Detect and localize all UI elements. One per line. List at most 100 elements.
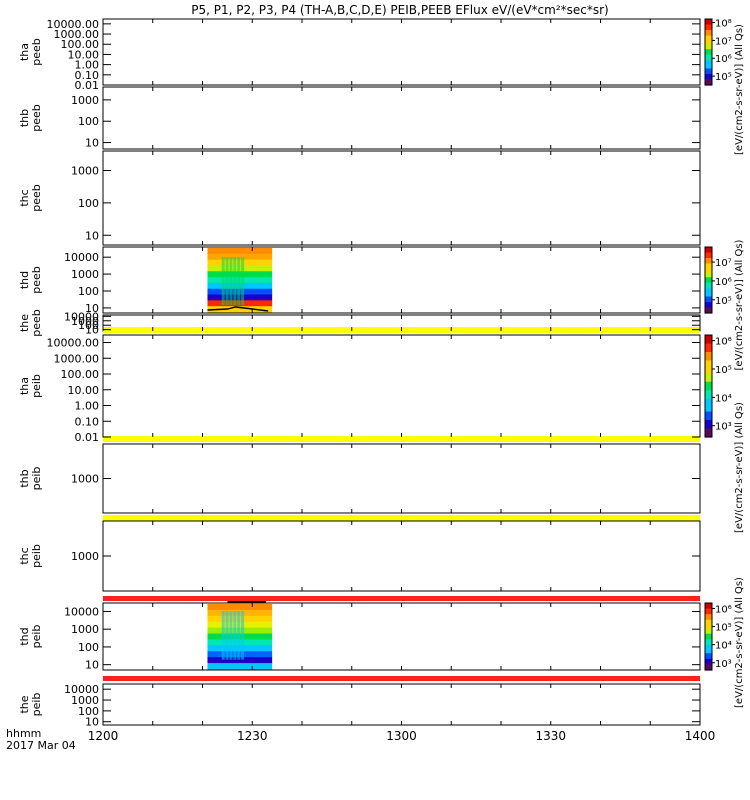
- colorbar-cell: [705, 269, 712, 273]
- colorbar-cell: [705, 420, 712, 425]
- y-tick-label: 1000: [71, 268, 99, 281]
- y-tick-label: 1000: [71, 164, 99, 177]
- panel-probe-label: thd: [18, 627, 31, 645]
- colorbar-cell: [705, 360, 712, 366]
- colorbar-cell: [705, 407, 712, 413]
- colorbar-cell: [705, 255, 712, 259]
- y-tick-label: 1000: [71, 623, 99, 636]
- colorbar-cell: [705, 76, 712, 81]
- colorbar-cell: [705, 625, 712, 629]
- colorbar-cell: [705, 424, 712, 430]
- y-tick-label: 1000.00: [54, 28, 100, 41]
- colorbar-frame: [704, 246, 713, 314]
- spectrogram-streak: [221, 257, 225, 305]
- colorbar-tick-label: 10⁵: [715, 623, 732, 634]
- y-tick-label: 100.00: [61, 368, 100, 381]
- colorbar-tick-label: 10⁷: [715, 36, 732, 47]
- cb-2: 10⁷ 10⁶ 10⁵ [eV/(cm2-s-sr-eV)] (All Qs): [704, 239, 745, 370]
- colorbar-cell: [705, 411, 712, 417]
- colorbar-cell: [705, 299, 712, 303]
- colorbar-cell: [705, 293, 712, 298]
- colorbar-cell: [705, 30, 712, 34]
- colorbar-cell: [705, 603, 712, 607]
- colorbar-cell: [705, 247, 712, 251]
- colorbar-cell: [705, 38, 712, 42]
- spectrogram-band: [207, 657, 273, 664]
- colorbar-tick-label: 10⁶: [715, 337, 732, 348]
- panel-frame: [102, 18, 701, 86]
- y-tick-label: 1000.00: [54, 352, 100, 365]
- colorbar-cell: [705, 619, 712, 624]
- y-tick-label: 100: [78, 641, 99, 654]
- y-tick-label: 0.10: [75, 69, 100, 82]
- panel-thb-peib: 1000 thb peib: [18, 443, 701, 521]
- colorbar-cell: [705, 428, 712, 434]
- y-tick-label: 1000: [71, 550, 99, 563]
- colorbar-cell: [705, 263, 712, 267]
- panel-frame: [102, 602, 701, 671]
- colorbar-cell: [705, 630, 712, 635]
- y-tick-label: 100: [78, 115, 99, 128]
- colorbar-cell: [705, 291, 712, 295]
- spectrogram-band: [207, 248, 273, 255]
- colorbar-cell: [705, 415, 712, 421]
- panel-probe-label: tha: [18, 43, 31, 61]
- colorbar-cell: [705, 664, 712, 668]
- colorbar-cell: [705, 46, 712, 50]
- y-tick-label: 10.00: [68, 48, 100, 61]
- y-tick-label: 100: [78, 319, 99, 332]
- colorbar-unit-label: [eV/(cm2-s-sr-eV)] (All Qs): [734, 239, 745, 370]
- panel-tha-peib: 10000.00 1000.00 100.00 10.00 1.00 0.10 0.01 th…: [18, 334, 701, 444]
- colorbar-cell: [705, 347, 712, 353]
- colorbar-cell: [705, 307, 712, 311]
- colorbar-tick-label: 10⁶: [715, 277, 732, 288]
- y-tick-label: 10.00: [68, 384, 100, 397]
- colorbar-unit-label: [eV/(cm2-s-sr-eV)] (All Qs): [734, 577, 745, 708]
- colorbar-cell: [705, 63, 712, 67]
- colorbar-cell: [705, 611, 712, 615]
- panel-probe-label: the: [18, 695, 31, 713]
- spectrogram-streak: [225, 611, 229, 660]
- colorbar-cell: [705, 369, 712, 374]
- panel-product-label: peib: [30, 544, 43, 568]
- colorbar-cell: [705, 605, 712, 610]
- colorbar-cell: [705, 280, 712, 284]
- colorbar-cell: [705, 285, 712, 289]
- y-tick-label: 100: [78, 285, 99, 298]
- colorbar-cell: [705, 335, 712, 340]
- colorbar-cell: [705, 647, 712, 652]
- panel-thd-peeb: 10000 1000 100 10 thd peeb: [18, 246, 701, 315]
- colorbar-cell: [705, 266, 712, 270]
- y-tick-label: 10000: [64, 683, 99, 696]
- y-tick-label: 0.10: [75, 415, 100, 428]
- y-tick-label: 10: [85, 229, 99, 242]
- colorbar-cell: [705, 65, 712, 70]
- spectrogram-streak: [241, 611, 245, 660]
- colorbar-cell: [705, 432, 712, 438]
- spacecraft-potential-trace: [207, 306, 269, 312]
- colorbar-cell: [705, 24, 712, 28]
- panel-frame: [102, 86, 701, 150]
- panel-probe-label: thb: [18, 109, 31, 127]
- colorbar-cell: [705, 343, 712, 349]
- colorbar-cell: [705, 79, 712, 83]
- fill-strip-red: [103, 676, 700, 681]
- colorbar-cell: [705, 628, 712, 632]
- colorbar-tick-label: 10⁸: [715, 19, 732, 30]
- spectrogram-band: [207, 663, 273, 670]
- colorbar-cell: [705, 636, 712, 640]
- colorbar-tick-label: 10⁴: [715, 393, 732, 404]
- panels-group: 10000.001000.00100.0010.001.000.100.01th…: [18, 18, 701, 729]
- colorbar-unit-label: [eV/(cm2-s-sr-eV)] (All Qs): [734, 24, 745, 155]
- y-tick-label: 10: [85, 716, 99, 729]
- y-tick-label: 10000.00: [47, 337, 100, 350]
- spectrogram-band: [207, 253, 273, 261]
- colorbar-cell: [705, 71, 712, 75]
- fill-strip-red: [103, 596, 700, 601]
- colorbar-cell: [705, 352, 712, 357]
- spectrogram-streak: [229, 257, 233, 305]
- fill-strip-yellow: [103, 436, 700, 442]
- colorbar-cell: [705, 373, 712, 379]
- colorbar-tick-label: 10³: [715, 659, 732, 670]
